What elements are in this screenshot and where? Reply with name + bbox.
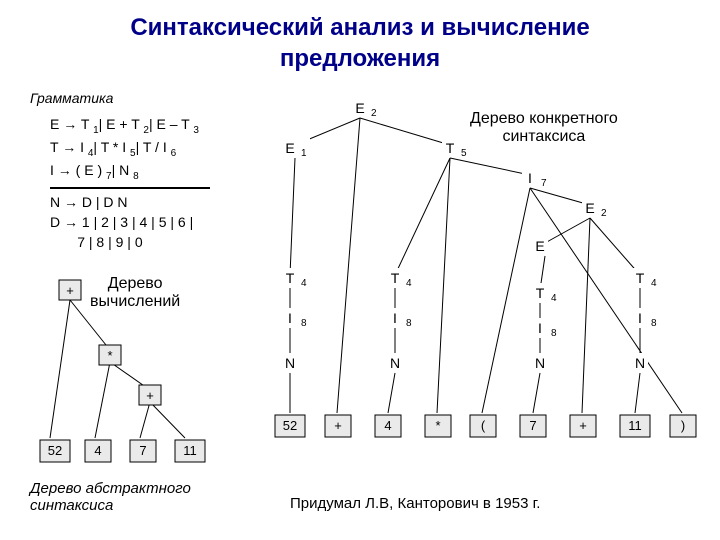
svg-text:I: I (538, 320, 542, 336)
svg-text:1: 1 (301, 148, 307, 159)
svg-text:N: N (285, 355, 295, 371)
svg-text:E: E (535, 238, 544, 254)
svg-text:+: + (334, 418, 342, 433)
svg-text:4: 4 (651, 278, 657, 289)
svg-text:T: T (391, 270, 400, 286)
svg-text:2: 2 (601, 208, 607, 219)
svg-text:4: 4 (384, 418, 391, 433)
svg-text:2: 2 (371, 108, 377, 119)
svg-text:8: 8 (301, 318, 307, 329)
svg-text:I: I (393, 310, 397, 326)
svg-text:T: T (446, 140, 455, 156)
conc-tree: E2E1T5I7E2ET4T4T4T4I8I8I8I8NNNN52+4*(7+1… (0, 0, 720, 540)
svg-text:N: N (535, 355, 545, 371)
svg-text:N: N (390, 355, 400, 371)
svg-text:(: ( (481, 418, 486, 433)
svg-text:): ) (681, 418, 685, 433)
svg-text:5: 5 (461, 148, 467, 159)
svg-text:I: I (288, 310, 292, 326)
svg-text:I: I (638, 310, 642, 326)
svg-text:4: 4 (406, 278, 412, 289)
svg-text:T: T (536, 285, 545, 301)
footer-credit: Придумал Л.В, Канторович в 1953 г. (290, 495, 540, 512)
svg-text:8: 8 (406, 318, 412, 329)
svg-text:52: 52 (283, 418, 297, 433)
svg-text:11: 11 (628, 418, 642, 433)
svg-text:T: T (636, 270, 645, 286)
svg-text:7: 7 (529, 418, 536, 433)
svg-text:T: T (286, 270, 295, 286)
svg-text:E: E (355, 100, 364, 116)
svg-text:E: E (585, 200, 594, 216)
svg-text:4: 4 (551, 293, 557, 304)
svg-text:8: 8 (651, 318, 657, 329)
svg-text:I: I (528, 170, 532, 186)
svg-text:7: 7 (541, 178, 547, 189)
svg-text:*: * (435, 418, 440, 433)
abs-tree-label: Дерево абстрактного синтаксиса (30, 480, 191, 514)
svg-text:+: + (579, 418, 587, 433)
svg-text:E: E (285, 140, 294, 156)
svg-text:4: 4 (301, 278, 307, 289)
svg-text:8: 8 (551, 328, 557, 339)
svg-text:N: N (635, 355, 645, 371)
